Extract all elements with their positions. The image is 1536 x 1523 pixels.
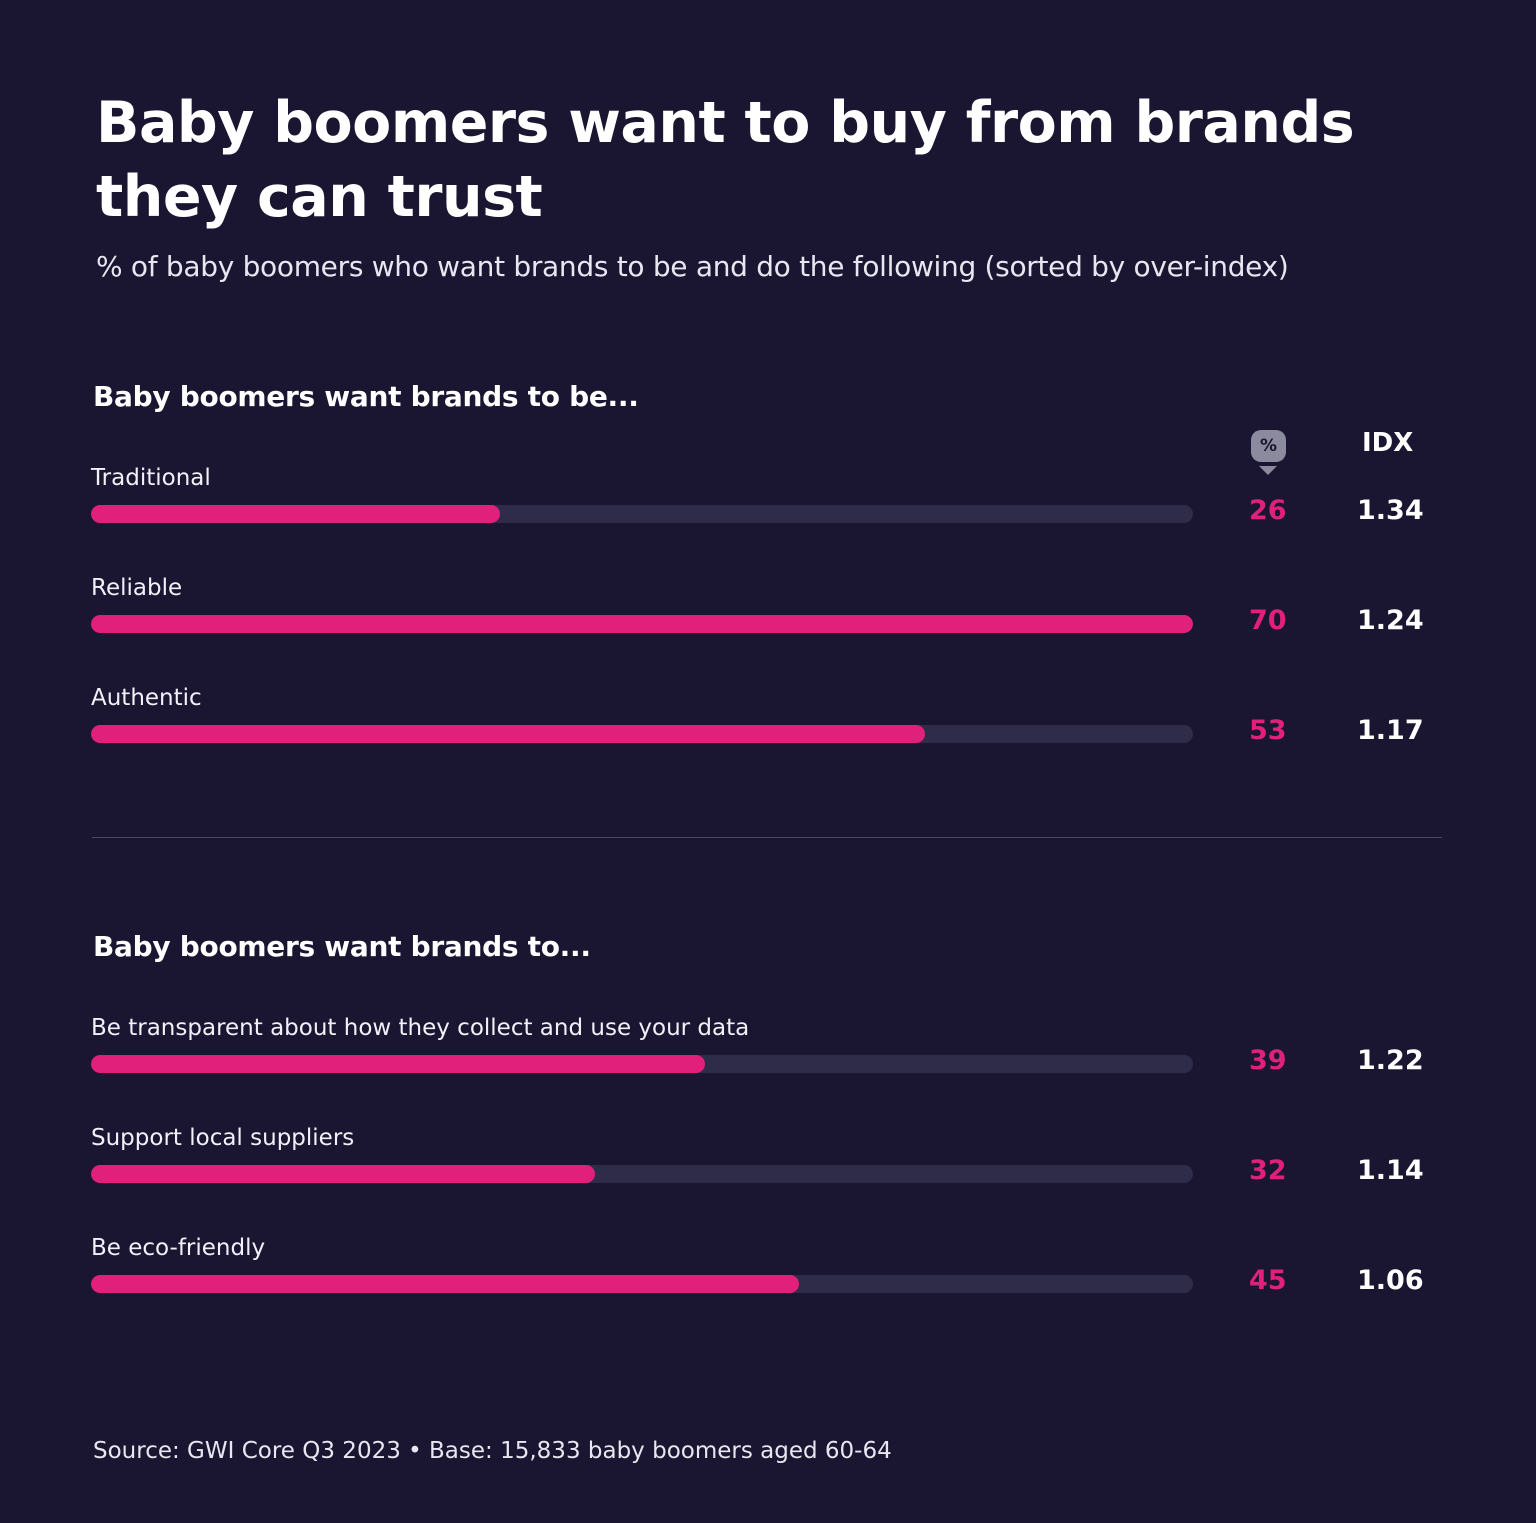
bar-value-label: 45 — [1249, 1265, 1287, 1296]
idx-header: IDX — [1362, 428, 1414, 458]
bar-row: Support local suppliers 32 1.14 — [91, 1125, 1451, 1205]
percent-icon-pointer — [1259, 466, 1277, 475]
idx-value: 1.17 — [1357, 715, 1424, 746]
idx-value: 1.34 — [1357, 495, 1424, 526]
section-divider — [92, 837, 1442, 838]
bar-row: Reliable 70 1.24 — [91, 575, 1451, 655]
bar — [91, 505, 501, 523]
section-heading-be: Baby boomers want brands to be... — [93, 380, 639, 413]
bar-row: Be eco-friendly 45 1.06 — [91, 1235, 1451, 1315]
percent-icon: % — [1251, 430, 1286, 462]
idx-value: 1.06 — [1357, 1265, 1424, 1296]
bar-value-label: 53 — [1249, 715, 1287, 746]
bar-label: Authentic — [91, 685, 202, 711]
bar-track — [91, 505, 1193, 523]
idx-value: 1.14 — [1357, 1155, 1424, 1186]
bar — [91, 1275, 800, 1293]
bar-row: Be transparent about how they collect an… — [91, 1015, 1451, 1095]
bar — [91, 1055, 705, 1073]
bar-track — [91, 1275, 1193, 1293]
bar-track — [91, 615, 1193, 633]
bar-value-label: 26 — [1249, 495, 1287, 526]
bar-track — [91, 1165, 1193, 1183]
page-title: Baby boomers want to buy from brands the… — [96, 90, 1355, 230]
bar-label: Support local suppliers — [91, 1125, 355, 1151]
bar-value-label: 32 — [1249, 1155, 1287, 1186]
bar-row: Authentic 53 1.17 — [91, 685, 1451, 765]
bar-track — [91, 1055, 1193, 1073]
bar-label: Be eco-friendly — [91, 1235, 266, 1261]
bar-value-label: 70 — [1249, 605, 1287, 636]
bar-label: Be transparent about how they collect an… — [91, 1015, 750, 1041]
bar-label: Reliable — [91, 575, 183, 601]
bar-label: Traditional — [91, 465, 211, 491]
bar — [91, 1165, 595, 1183]
bar-row: Traditional 26 1.34 — [91, 465, 1451, 545]
idx-value: 1.24 — [1357, 605, 1424, 636]
section-heading-do: Baby boomers want brands to... — [93, 930, 591, 963]
bar-value-label: 39 — [1249, 1045, 1287, 1076]
subtitle: % of baby boomers who want brands to be … — [96, 250, 1289, 283]
source-note: Source: GWI Core Q3 2023 • Base: 15,833 … — [93, 1438, 892, 1464]
idx-value: 1.22 — [1357, 1045, 1424, 1076]
bar — [91, 615, 1193, 633]
bar — [91, 725, 926, 743]
bar-track — [91, 725, 1193, 743]
